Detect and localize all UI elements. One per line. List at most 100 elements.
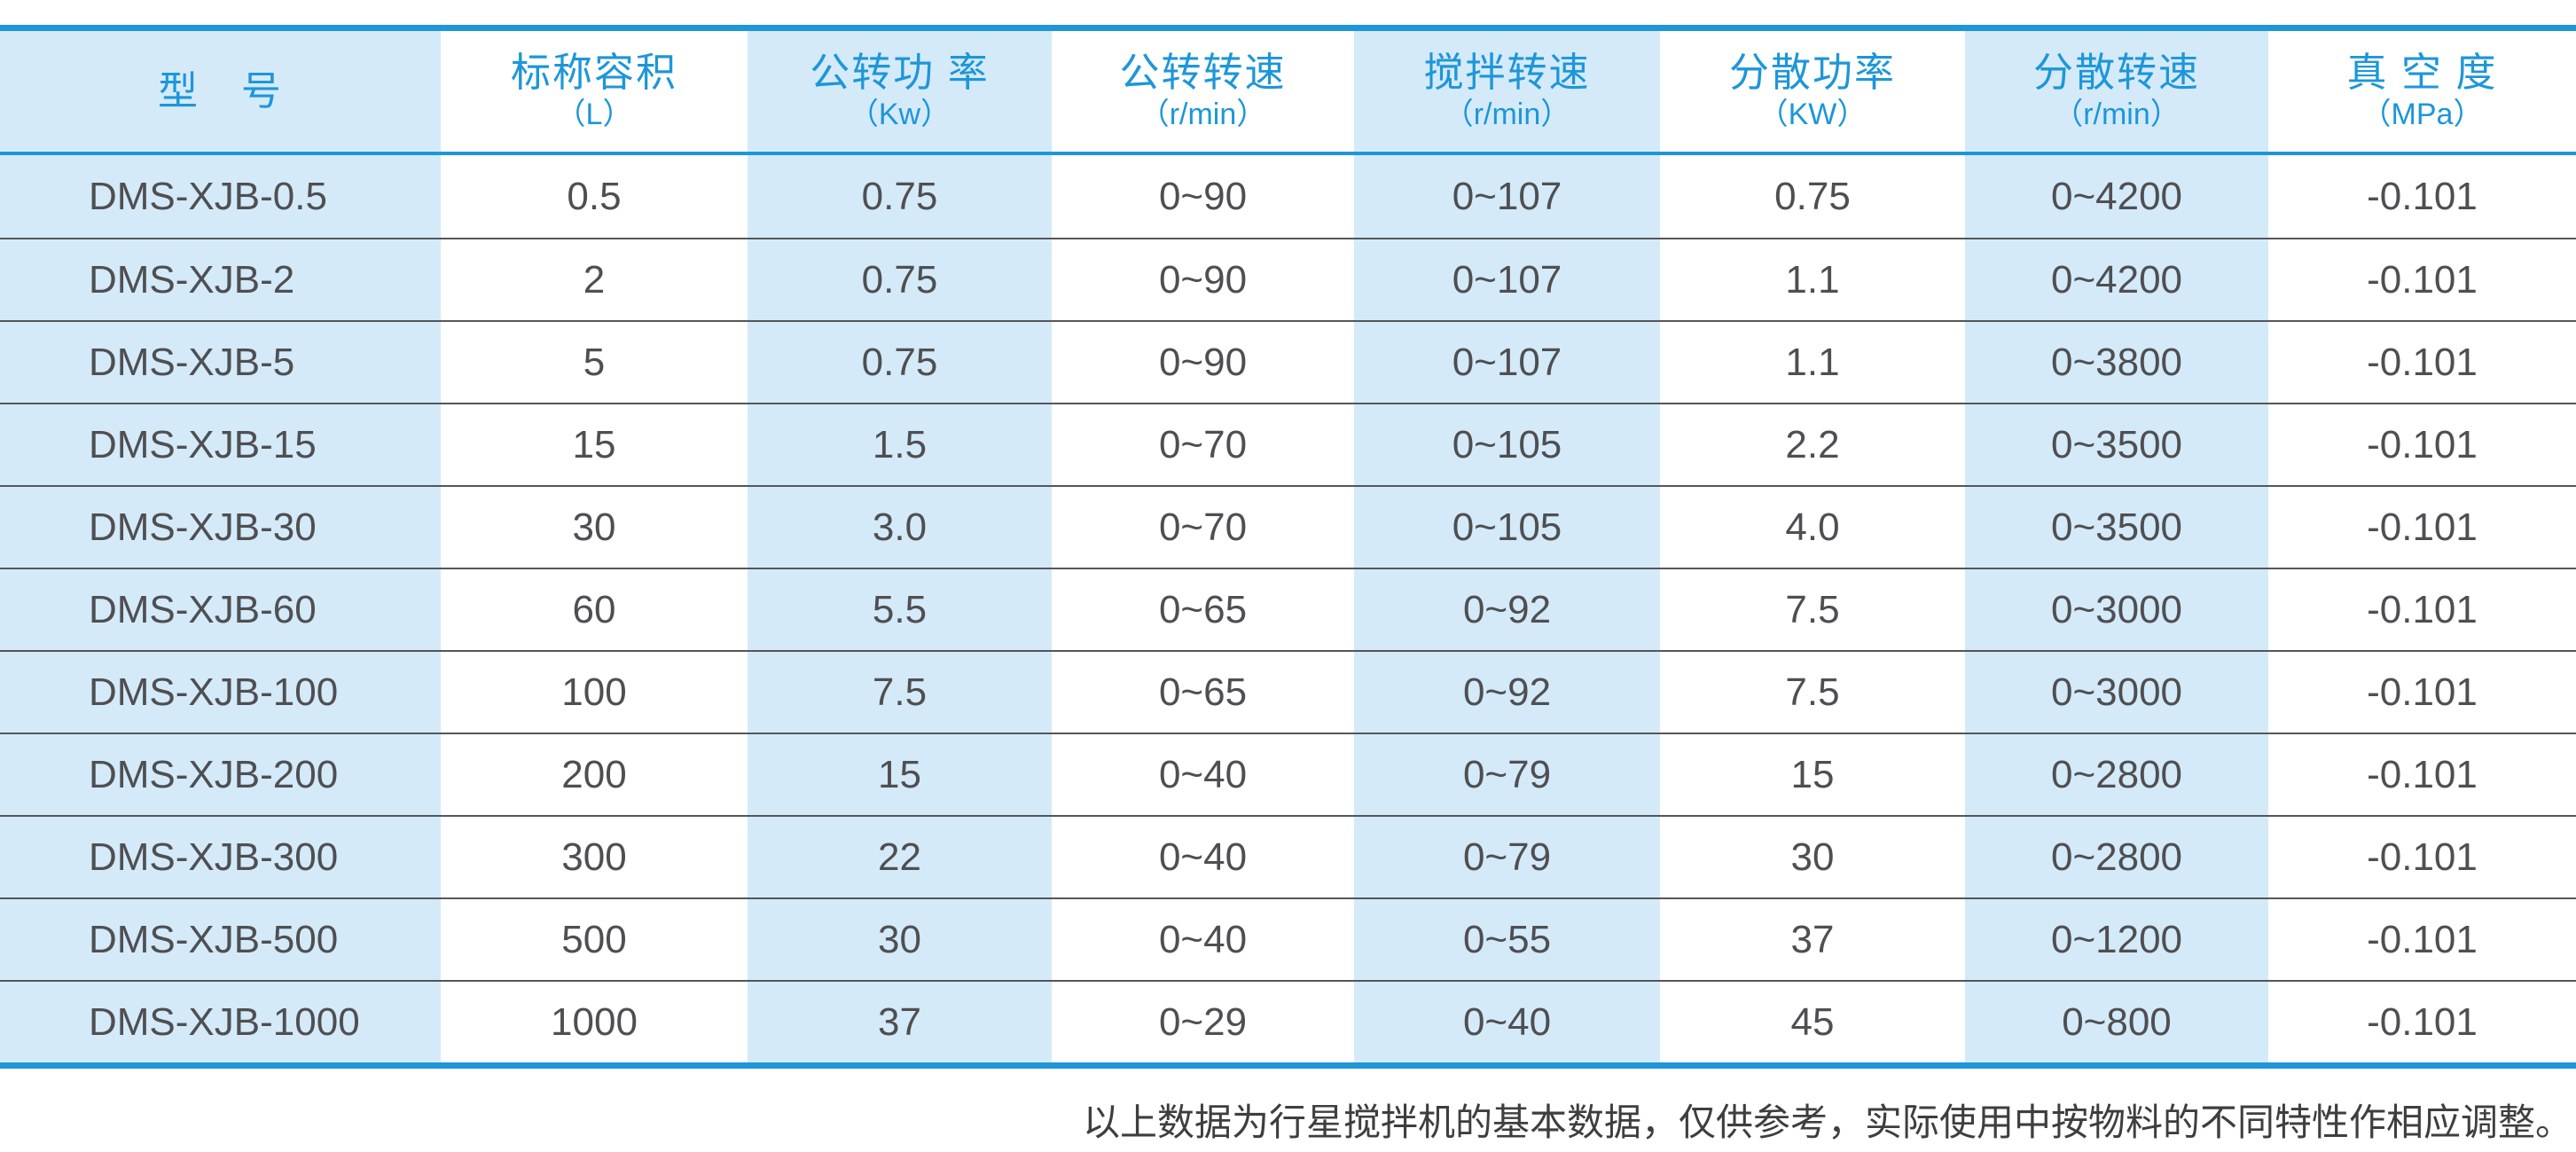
cell-revolution-power: 0.75 [748,322,1052,403]
cell-model: DMS-XJB-2 [0,239,441,320]
cell-revolution-speed: 0~40 [1052,899,1354,980]
cell-stirring-speed: 0~105 [1354,404,1660,485]
cell-stirring-speed: 0~92 [1354,569,1660,650]
cell-nominal-capacity: 300 [441,817,748,897]
cell-dispersion-power: 7.5 [1660,569,1965,650]
cell-dispersion-speed: 0~3000 [1965,652,2268,733]
cell-nominal-capacity: 100 [441,652,748,733]
cell-stirring-speed: 0~40 [1354,982,1660,1062]
footnote: 以上数据为行星搅拌机的基本数据，仅供参考，实际使用中按物料的不同特性作相应调整。 [1082,1101,2572,1144]
cell-model: DMS-XJB-5 [0,322,441,403]
cell-stirring-speed: 0~105 [1354,487,1660,568]
col-header-revolution-speed: 公转转速 （r/min） [1052,31,1354,152]
col-header-label: 标称容积 [510,50,677,95]
cell-vacuum-degree: -0.101 [2268,404,2576,485]
cell-revolution-power: 1.5 [748,404,1052,485]
cell-model: DMS-XJB-60 [0,569,441,650]
cell-revolution-speed: 0~40 [1052,817,1354,897]
col-header-label: 搅拌转速 [1423,50,1591,95]
cell-dispersion-speed: 0~3500 [1965,404,2268,485]
cell-revolution-speed: 0~90 [1052,239,1354,320]
cell-revolution-speed: 0~70 [1052,404,1354,485]
cell-dispersion-power: 1.1 [1660,239,1965,320]
cell-stirring-speed: 0~79 [1354,817,1660,897]
table-row: DMS-XJB-0.5 0.5 0.75 0~90 0~107 0.75 0~4200 -0.… [0,155,2576,238]
col-header-dispersion-power: 分散功率 （KW） [1660,31,1965,152]
col-header-model: 型 号 [0,31,441,152]
cell-revolution-power: 37 [748,982,1052,1062]
cell-nominal-capacity: 15 [441,404,748,485]
cell-model: DMS-XJB-200 [0,734,441,815]
col-header-unit: （Kw） [848,98,951,131]
cell-nominal-capacity: 2 [441,239,748,320]
col-header-label: 分散功率 [1728,50,1896,95]
cell-dispersion-speed: 0~3500 [1965,487,2268,568]
cell-dispersion-power: 0.75 [1660,155,1965,238]
col-header-unit: （L） [555,98,633,131]
col-header-unit: （r/min） [1139,98,1267,131]
cell-model: DMS-XJB-15 [0,404,441,485]
table-row: DMS-XJB-15 15 1.5 0~70 0~105 2.2 0~3500 -0.101 [0,403,2576,485]
table-top-border [0,25,2576,31]
cell-vacuum-degree: -0.101 [2268,652,2576,733]
cell-stirring-speed: 0~79 [1354,734,1660,815]
cell-revolution-speed: 0~29 [1052,982,1354,1062]
table-row: DMS-XJB-200 200 15 0~40 0~79 15 0~2800 -0.101 [0,733,2576,815]
cell-vacuum-degree: -0.101 [2268,734,2576,815]
cell-revolution-power: 0.75 [748,239,1052,320]
cell-nominal-capacity: 200 [441,734,748,815]
cell-dispersion-power: 15 [1660,734,1965,815]
table-row: DMS-XJB-60 60 5.5 0~65 0~92 7.5 0~3000 -0.101 [0,568,2576,650]
cell-dispersion-power: 1.1 [1660,322,1965,403]
cell-revolution-power: 7.5 [748,652,1052,733]
col-header-unit: （r/min） [2053,98,2181,131]
col-header-label: 型 号 [157,68,283,114]
table-bottom-border [0,1062,2576,1069]
col-header-stirring-speed: 搅拌转速 （r/min） [1354,31,1660,152]
cell-nominal-capacity: 500 [441,899,748,980]
table-row: DMS-XJB-5 5 0.75 0~90 0~107 1.1 0~3800 -0.101 [0,320,2576,403]
cell-dispersion-power: 30 [1660,817,1965,897]
cell-dispersion-power: 4.0 [1660,487,1965,568]
cell-model: DMS-XJB-300 [0,817,441,897]
cell-nominal-capacity: 1000 [441,982,748,1062]
cell-dispersion-power: 2.2 [1660,404,1965,485]
table-row: DMS-XJB-30 30 3.0 0~70 0~105 4.0 0~3500 -0.101 [0,485,2576,568]
cell-vacuum-degree: -0.101 [2268,982,2576,1062]
cell-dispersion-speed: 0~2800 [1965,734,2268,815]
cell-dispersion-speed: 0~1200 [1965,899,2268,980]
cell-revolution-power: 15 [748,734,1052,815]
cell-dispersion-speed: 0~800 [1965,982,2268,1062]
cell-model: DMS-XJB-500 [0,899,441,980]
cell-dispersion-speed: 0~2800 [1965,817,2268,897]
cell-model: DMS-XJB-30 [0,487,441,568]
cell-dispersion-speed: 0~3000 [1965,569,2268,650]
col-header-vacuum-degree: 真 空 度（MPa） [2268,31,2576,152]
table-row: DMS-XJB-500 500 30 0~40 0~55 37 0~1200 -0.101 [0,897,2576,980]
cell-nominal-capacity: 30 [441,487,748,568]
cell-stirring-speed: 0~92 [1354,652,1660,733]
col-header-revolution-power: 公转功 率（Kw） [748,31,1052,152]
col-header-label: 分散转速 [2032,50,2200,95]
cell-nominal-capacity: 5 [441,322,748,403]
table-row: DMS-XJB-2 2 0.75 0~90 0~107 1.1 0~4200 -0.101 [0,238,2576,320]
cell-revolution-speed: 0~65 [1052,569,1354,650]
col-header-dispersion-speed: 分散转速 （r/min） [1965,31,2268,152]
cell-vacuum-degree: -0.101 [2268,899,2576,980]
cell-vacuum-degree: -0.101 [2268,239,2576,320]
table-row: DMS-XJB-1000 1000 37 0~29 0~40 45 0~800 -0.101 [0,980,2576,1062]
col-header-unit: （MPa） [2361,98,2484,131]
table-row: DMS-XJB-100 100 7.5 0~65 0~92 7.5 0~3000 -0.101 [0,650,2576,733]
cell-stirring-speed: 0~107 [1354,155,1660,238]
cell-stirring-speed: 0~107 [1354,239,1660,320]
cell-dispersion-power: 37 [1660,899,1965,980]
cell-dispersion-power: 45 [1660,982,1965,1062]
cell-dispersion-power: 7.5 [1660,652,1965,733]
cell-vacuum-degree: -0.101 [2268,155,2576,238]
cell-model: DMS-XJB-1000 [0,982,441,1062]
cell-dispersion-speed: 0~4200 [1965,155,2268,238]
cell-vacuum-degree: -0.101 [2268,322,2576,403]
cell-revolution-power: 3.0 [748,487,1052,568]
cell-vacuum-degree: -0.101 [2268,817,2576,897]
